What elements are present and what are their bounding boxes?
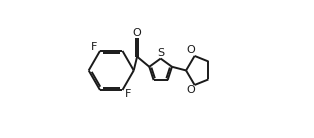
Text: F: F	[125, 89, 132, 99]
Text: O: O	[133, 28, 142, 38]
Text: O: O	[187, 85, 195, 95]
Text: O: O	[187, 45, 195, 55]
Text: F: F	[91, 42, 97, 52]
Text: S: S	[157, 48, 164, 58]
